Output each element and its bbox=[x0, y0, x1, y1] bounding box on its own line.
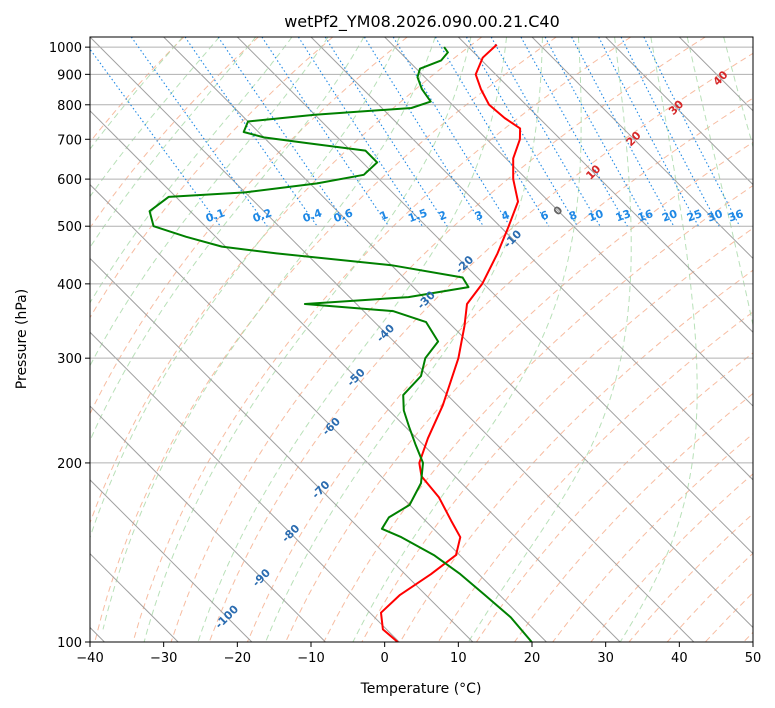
moist-adiabat bbox=[90, 37, 257, 249]
y-tick-label: 400 bbox=[57, 278, 82, 293]
moist-adiabat bbox=[352, 37, 582, 642]
moist-adiabat bbox=[90, 37, 293, 304]
dry-adiabat bbox=[90, 37, 408, 415]
mixing-ratio-label: 1 bbox=[378, 208, 390, 223]
temperature-profile-line bbox=[380, 43, 522, 642]
mixing-ratio-label: 16 bbox=[636, 207, 655, 225]
dry-adiabat bbox=[132, 37, 632, 642]
x-tick-label: 20 bbox=[524, 651, 541, 666]
mixing-ratio-label: 36 bbox=[726, 207, 745, 225]
y-tick-label: 300 bbox=[57, 352, 82, 367]
plot-frame bbox=[89, 36, 754, 643]
x-tick-label: 0 bbox=[381, 651, 389, 666]
y-tick-label: 200 bbox=[57, 457, 82, 472]
mixing-ratio-label: 20 bbox=[660, 207, 679, 225]
dry-adiabat bbox=[170, 37, 706, 642]
x-tick-label: −40 bbox=[76, 651, 103, 666]
isotherm bbox=[310, 37, 753, 481]
mixing-ratio-label: 0.1 bbox=[204, 206, 227, 225]
mixing-ratio-label: 0.6 bbox=[332, 206, 355, 225]
moist-adiabat bbox=[90, 37, 329, 367]
mixing-ratio-line bbox=[544, 37, 650, 227]
dry-adiabat bbox=[246, 97, 753, 642]
x-tick-label: −30 bbox=[150, 651, 177, 666]
mixing-ratio-line bbox=[620, 37, 720, 227]
moist-adiabat bbox=[90, 37, 400, 540]
mixing-ratio-label: 1.5 bbox=[406, 206, 429, 225]
y-tick-label: 700 bbox=[57, 133, 82, 148]
mixing-ratio-line bbox=[520, 37, 628, 227]
y-tick-label: 800 bbox=[57, 99, 82, 114]
mixing-ratio-line bbox=[363, 37, 484, 227]
mixing-ratio-label: 3 bbox=[473, 208, 485, 223]
dry-adiabat bbox=[90, 37, 259, 229]
moist-adiabat bbox=[265, 37, 543, 642]
mixing-ratio-label: 0.4 bbox=[301, 206, 324, 225]
y-axis-label: Pressure (hPa) bbox=[14, 289, 30, 389]
isotherm bbox=[384, 37, 753, 407]
x-tick-label: −20 bbox=[224, 651, 251, 666]
y-tick-label: 500 bbox=[57, 220, 82, 235]
mixing-ratio-label: 30 bbox=[706, 207, 725, 225]
mixing-ratio-label: 6 bbox=[539, 208, 551, 223]
moist-adiabat bbox=[723, 37, 753, 149]
isotherm bbox=[90, 405, 326, 642]
isotherm bbox=[90, 257, 474, 642]
moist-adiabat bbox=[90, 37, 365, 442]
isotherm bbox=[90, 479, 253, 642]
x-axis-label: Temperature (°C) bbox=[360, 681, 482, 697]
x-tick-label: 40 bbox=[671, 651, 688, 666]
dry-adiabat bbox=[94, 37, 557, 642]
x-tick-label: 30 bbox=[597, 651, 614, 666]
isotherm bbox=[90, 331, 400, 642]
y-tick-label: 900 bbox=[57, 68, 82, 83]
dry-adiabat bbox=[208, 52, 753, 642]
mixing-ratio-label: 4 bbox=[500, 208, 512, 223]
mixing-ratio-line bbox=[130, 37, 268, 227]
y-tick-label: 100 bbox=[57, 636, 82, 651]
x-tick-label: −10 bbox=[297, 651, 324, 666]
dry-adiabat bbox=[437, 311, 753, 642]
isotherm bbox=[90, 37, 695, 642]
isotherm bbox=[90, 110, 621, 642]
dry-adiabat bbox=[90, 37, 334, 319]
x-tick-label: 10 bbox=[450, 651, 467, 666]
chart-title: wetPf2_YM08.2026.090.00.21.C40 bbox=[284, 12, 560, 32]
isotherm bbox=[236, 37, 753, 555]
isotherm bbox=[605, 37, 753, 186]
x-tick-label: 50 bbox=[745, 651, 762, 666]
dry-adiabat bbox=[399, 269, 753, 642]
mixing-ratio-line bbox=[90, 48, 221, 227]
moist-adiabat bbox=[467, 37, 632, 642]
axes: −40 −30 −20 −10 0 10 20 30 40 5010020030040050060… bbox=[49, 41, 761, 666]
isotherm bbox=[90, 183, 547, 642]
y-tick-label: 600 bbox=[57, 173, 82, 188]
dry-adiabat bbox=[361, 227, 753, 642]
mixing-ratio-label: 8 bbox=[567, 208, 579, 223]
moist-adiabat bbox=[619, 37, 698, 642]
moist-adiabat bbox=[90, 37, 220, 198]
mixing-ratio-line bbox=[184, 37, 318, 227]
mixing-ratio-label: 13 bbox=[614, 207, 633, 224]
mixing-ratio-line bbox=[465, 37, 578, 227]
mixing-ratio-label: 0.2 bbox=[251, 206, 274, 225]
mixing-ratio-line bbox=[490, 37, 601, 227]
mixing-ratio-label: 2 bbox=[437, 208, 449, 223]
mixing-ratio-label: 10 bbox=[586, 207, 605, 225]
isotherm bbox=[457, 37, 753, 333]
dewpoint-profile-line bbox=[148, 46, 533, 642]
mixing-ratio-line bbox=[598, 37, 699, 227]
dry-adiabat bbox=[323, 184, 753, 642]
mixing-ratio-label: 25 bbox=[685, 207, 704, 224]
dry-adiabat bbox=[90, 37, 483, 525]
isotherm bbox=[531, 37, 753, 260]
mixing-ratio-line bbox=[297, 37, 423, 227]
moist-adiabat bbox=[686, 37, 753, 328]
mixing-ratio-line bbox=[324, 37, 448, 227]
plot-area bbox=[90, 37, 753, 642]
y-tick-label: 1000 bbox=[49, 41, 82, 56]
dry-adiabat bbox=[285, 141, 753, 642]
